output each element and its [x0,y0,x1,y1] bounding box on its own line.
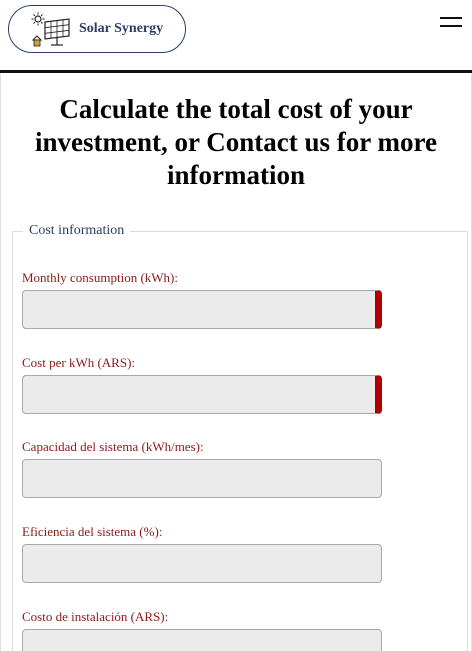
menu-line-bottom [440,25,462,27]
system-efficiency-input[interactable] [22,544,382,583]
logo-link[interactable]: Solar Synergy [8,5,186,53]
cost-information-fieldset: Cost information Monthly consumption (kW… [12,223,468,651]
system-capacity-input[interactable] [22,459,382,498]
system-efficiency-field: Eficiencia del sistema (%): [22,524,384,583]
system-capacity-field: Capacidad del sistema (kWh/mes): [22,439,384,498]
monthly-consumption-label: Monthly consumption (kWh): [22,270,178,285]
installation-cost-input[interactable] [22,629,382,651]
installation-cost-label: Costo de instalación (ARS): [22,609,169,624]
cost-per-kwh-label: Cost per kWh (ARS): [22,355,136,370]
monthly-consumption-input[interactable] [22,290,382,329]
cost-per-kwh-field: Cost per kWh (ARS): [22,355,384,414]
solar-panel-house-icon [31,12,70,47]
site-header: Solar Synergy [0,0,472,73]
system-efficiency-label: Eficiencia del sistema (%): [22,524,163,539]
main-content: Calculate the total cost of your investm… [0,73,472,651]
monthly-consumption-field: Monthly consumption (kWh): [22,270,384,329]
hamburger-menu-icon[interactable] [440,15,462,29]
installation-cost-field: Costo de instalación (ARS): [22,609,384,651]
system-capacity-label: Capacidad del sistema (kWh/mes): [22,439,204,454]
cost-per-kwh-input[interactable] [22,375,382,414]
page-title: Calculate the total cost of your investm… [35,94,437,190]
cost-information-legend: Cost information [29,223,125,238]
logo-text: Solar Synergy [79,21,164,36]
menu-line-top [440,17,462,19]
